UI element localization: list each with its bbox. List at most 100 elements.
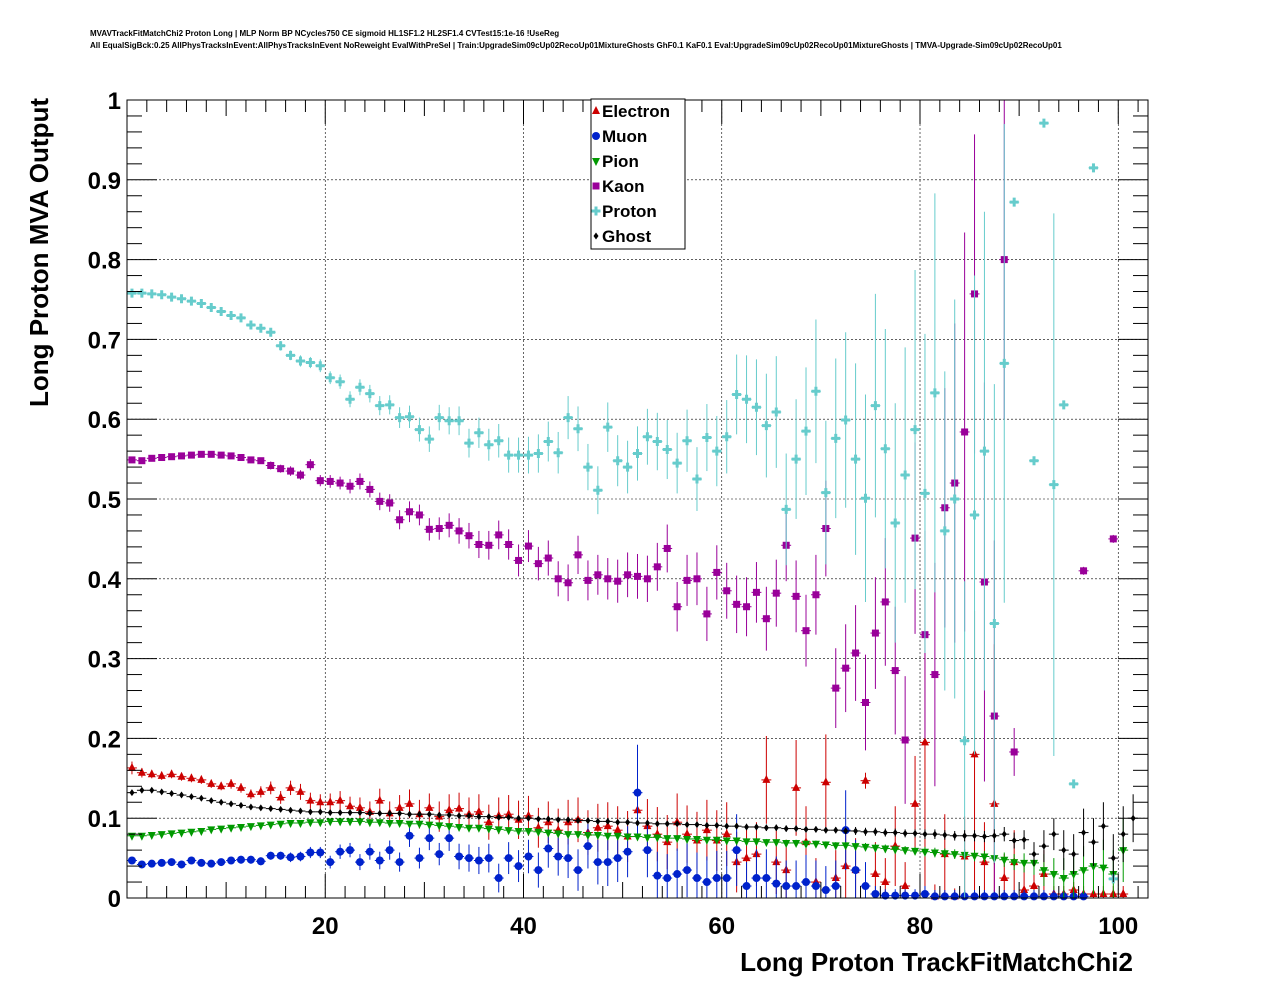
proton-point [573, 424, 583, 434]
muon-point [802, 878, 811, 887]
muon-point [683, 866, 692, 875]
kaon-point [495, 531, 503, 539]
pion-point [167, 830, 176, 839]
electron-point [445, 805, 454, 814]
ghost-point [258, 804, 264, 812]
electron-point [256, 786, 265, 795]
y-tick-label: 0.8 [88, 248, 121, 275]
electron-point [127, 762, 136, 771]
y-axis-title: Long Proton MVA Output [24, 98, 54, 407]
ghost-point [862, 828, 868, 836]
kaon-point [812, 591, 820, 599]
ghost-point [605, 817, 611, 825]
kaon-point [267, 461, 275, 469]
proton-point [523, 450, 533, 460]
kaon-point [673, 603, 681, 611]
proton-point [345, 394, 355, 404]
kaon-point [683, 576, 691, 584]
kaon-point [158, 454, 166, 462]
electron-point [603, 821, 612, 830]
ghost-point [962, 832, 968, 840]
proton-point [821, 488, 831, 498]
muon-point [236, 855, 245, 864]
electron-point [474, 806, 483, 815]
proton-point [444, 416, 454, 426]
legend-marker-proton [591, 206, 601, 216]
muon-point [752, 874, 761, 883]
muon-point [930, 892, 939, 901]
pion-point [197, 827, 206, 836]
electron-point [702, 825, 711, 834]
electron-point [484, 817, 493, 826]
pion-point [742, 838, 751, 847]
kaon-point [713, 568, 721, 576]
proton-point [623, 462, 633, 472]
proton-point [266, 327, 276, 337]
kaon-point [296, 471, 304, 479]
ghost-point [337, 809, 343, 817]
electron-point [147, 769, 156, 778]
proton-point [999, 358, 1009, 368]
kaon-point [445, 521, 453, 529]
muon-point [464, 854, 473, 863]
legend-marker-electron [592, 106, 600, 114]
kaon-point [515, 556, 523, 564]
pion-point [484, 825, 493, 834]
muon-point [653, 871, 662, 880]
muon-point [1000, 892, 1009, 901]
pion-point [792, 839, 801, 848]
ghost-point [575, 817, 581, 825]
pion-point [256, 822, 265, 831]
ghost-point [416, 810, 422, 818]
muon-point [712, 874, 721, 883]
proton-point [167, 292, 177, 302]
kaon-point [663, 544, 671, 552]
pion-point [841, 842, 850, 851]
pion-point [633, 833, 642, 842]
header-line-1: MVAVTrackFitMatchChi2 Proton Long | MLP … [90, 29, 560, 38]
electron-point [276, 792, 285, 801]
electron-point [871, 869, 880, 878]
ghost-point [585, 817, 591, 825]
ghost-point [793, 825, 799, 833]
pion-point [613, 832, 622, 841]
electron-point [306, 795, 315, 804]
kaon-point [485, 541, 493, 549]
ghost-point [853, 827, 859, 835]
pion-point [762, 839, 771, 848]
series-proton [127, 118, 1119, 898]
kaon-point [594, 571, 602, 579]
muon-point [346, 846, 355, 855]
muon-point [445, 834, 454, 843]
muon-point [593, 858, 602, 867]
ghost-point [535, 815, 541, 823]
ghost-point [714, 821, 720, 829]
kaon-point [287, 467, 295, 475]
pion-point [524, 827, 533, 836]
kaon-point [544, 554, 552, 562]
ghost-point [188, 793, 194, 801]
proton-point [702, 433, 712, 443]
ghost-point [843, 827, 849, 835]
pion-point [464, 824, 473, 833]
ghost-point [644, 819, 650, 827]
electron-point [920, 737, 929, 746]
muon-point [544, 844, 553, 853]
ghost-point [545, 815, 551, 823]
electron-point [346, 801, 355, 810]
kaon-point [762, 615, 770, 623]
ghost-point [773, 824, 779, 832]
kaon-point [1010, 748, 1018, 756]
proton-point [414, 425, 424, 435]
muon-point [256, 857, 265, 866]
pion-point [326, 818, 335, 827]
muon-point [207, 859, 216, 868]
proton-point [970, 510, 980, 520]
electron-point [157, 770, 166, 779]
proton-point [434, 413, 444, 423]
kaon-point [257, 457, 265, 465]
muon-point [861, 882, 870, 891]
proton-point [553, 448, 563, 458]
pion-point [1039, 867, 1048, 876]
